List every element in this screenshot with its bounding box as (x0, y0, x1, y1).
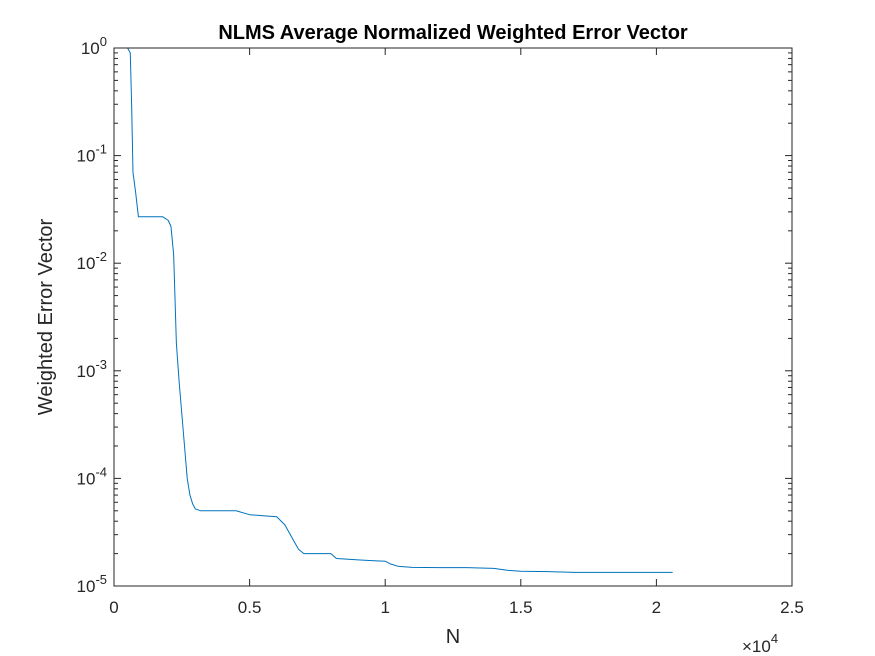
y-tick-label: 10-2 (77, 249, 107, 273)
y-tick-label: 10-4 (77, 464, 107, 488)
axes-box (113, 47, 793, 587)
series-group (114, 47, 673, 573)
x-tick-label: 2 (652, 598, 661, 617)
y-tick-labels: 100 10-1 10-2 10-3 10-4 10-5 (77, 34, 107, 596)
y-tick-label: 100 (81, 34, 107, 58)
x-tick-labels: 0 0.5 1 1.5 2 2.5 (109, 598, 804, 617)
plot-area (114, 48, 792, 586)
x-tick-label: 0 (109, 598, 118, 617)
minor-tick-marks (114, 52, 792, 555)
x-tick-label: 0.5 (238, 598, 262, 617)
y-axis-label: Weighted Error Vector (35, 218, 57, 415)
y-tick-label: 10-1 (77, 142, 107, 166)
y-tick-label: 10-5 (77, 572, 107, 596)
x-axis-label: N (446, 626, 460, 648)
series-line (114, 47, 673, 573)
x-tick-label: 2.5 (780, 598, 804, 617)
x-exponent-label: ×104 (742, 631, 778, 656)
x-tick-label: 1.5 (509, 598, 533, 617)
x-tick-label: 1 (380, 598, 389, 617)
y-tick-label: 10-3 (77, 357, 107, 381)
chart-title: NLMS Average Normalized Weighted Error V… (218, 22, 688, 44)
